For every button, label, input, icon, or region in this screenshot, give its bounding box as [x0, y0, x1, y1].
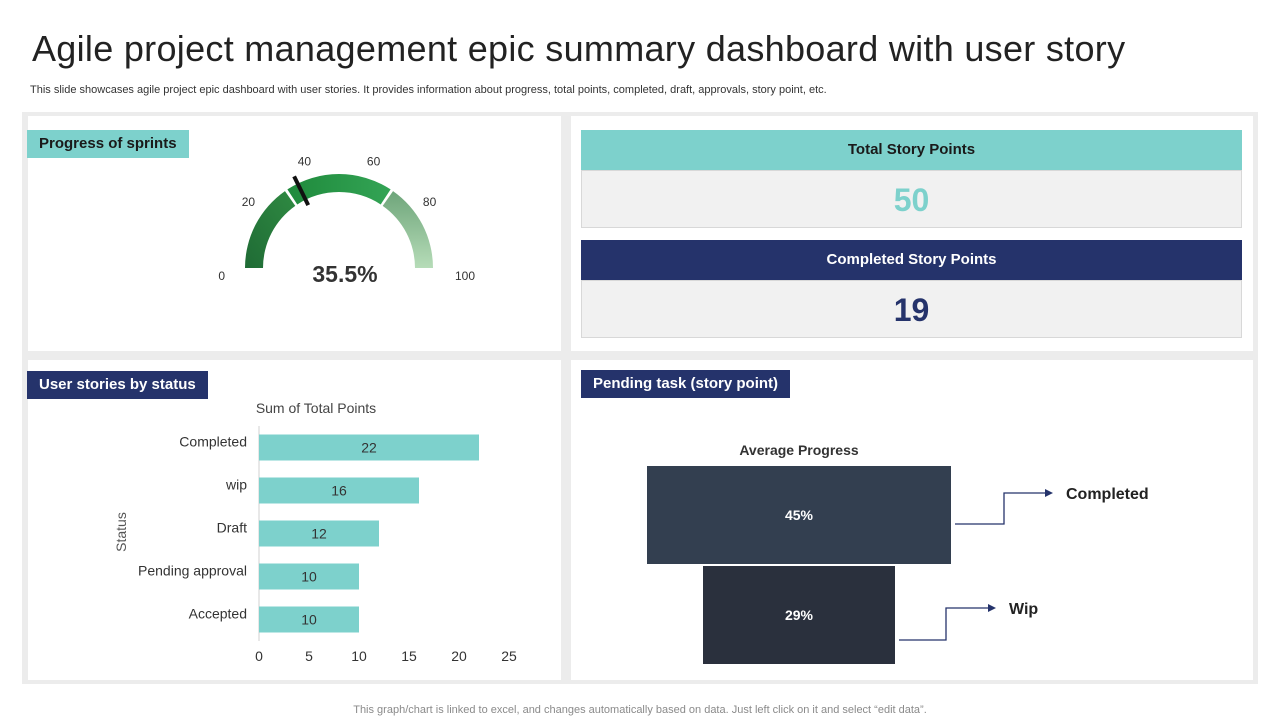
- funnel-stage: [647, 466, 951, 564]
- bar-data-label: 22: [361, 440, 377, 456]
- total-story-points-header: Total Story Points: [581, 130, 1242, 170]
- bar-x-tick-label: 5: [305, 648, 313, 664]
- funnel-stage-value: 45%: [785, 507, 814, 523]
- funnel-stage-value: 29%: [785, 607, 814, 623]
- bar: [259, 434, 479, 461]
- bar-x-tick-label: 0: [255, 648, 263, 664]
- gauge-chart: 0 20 40 60 80 100 35.5%: [218, 154, 475, 287]
- bar: [259, 563, 359, 590]
- footer-note: This graph/chart is linked to excel, and…: [353, 704, 927, 716]
- gauge-value-label: 35.5%: [312, 261, 377, 287]
- gauge-segment-low: [245, 191, 296, 268]
- status-bar-chart: Sum of Total Points Status 22 Completed 16 wi…: [113, 400, 517, 664]
- gauge-tick-label: 60: [367, 154, 381, 168]
- bar-data-label: 10: [301, 569, 317, 585]
- gauge-tick-label: 20: [242, 195, 256, 209]
- gauge-needle: [292, 175, 311, 207]
- funnel-arrowhead: [988, 604, 996, 612]
- bar-x-tick-label: 10: [351, 648, 367, 664]
- bar: [259, 477, 419, 504]
- funnel-arrowhead: [1045, 489, 1053, 497]
- funnel-stage-name: Completed: [1066, 486, 1149, 503]
- total-story-points-value: 50: [581, 170, 1242, 228]
- bar-category-label: Accepted: [189, 606, 247, 622]
- funnel-stage-name: Wip: [1009, 601, 1038, 618]
- bar-category-label: Pending approval: [138, 563, 247, 579]
- bar-chart-ylabel: Status: [113, 512, 129, 552]
- bar-x-tick-label: 25: [501, 648, 517, 664]
- funnel-connector: [955, 492, 1047, 525]
- completed-story-points-header: Completed Story Points: [581, 240, 1242, 280]
- bar-chart-group: Sum of Total Points Status 22 Completed 16 wi…: [113, 400, 517, 664]
- funnel-connector: [899, 607, 990, 641]
- bar-data-label: 10: [301, 612, 317, 628]
- bar-x-tick-label: 15: [401, 648, 417, 664]
- gauge-tick-label: 40: [298, 154, 312, 168]
- bar-chart-title: Sum of Total Points: [256, 400, 376, 416]
- pending-panel-label: Pending task (story point): [581, 370, 791, 398]
- gauge-segment-mid: [287, 173, 391, 205]
- sprints-label: Progress of sprints: [27, 130, 189, 158]
- gauge-group: 0 20 40 60 80 100 35.5%: [218, 154, 475, 287]
- page-title: Agile project management epic summary da…: [32, 28, 1126, 69]
- bar-x-tick-label: 20: [451, 648, 467, 664]
- gauge-tick-label: 100: [455, 269, 475, 283]
- completed-story-points-value: 19: [581, 280, 1242, 338]
- funnel-stage: [703, 566, 895, 664]
- funnel-group: Average Progress 45% Completed 29% Wip: [647, 442, 1149, 664]
- status-panel-label: User stories by status: [27, 371, 208, 399]
- gauge-segment-high: [382, 191, 433, 268]
- bar: [259, 606, 359, 633]
- bar-category-label: Completed: [179, 434, 247, 450]
- funnel-title: Average Progress: [739, 442, 859, 458]
- page-subtitle: This slide showcases agile project epic …: [30, 84, 827, 96]
- gauge-tick-label: 0: [218, 269, 225, 283]
- bar-category-label: wip: [225, 477, 247, 493]
- funnel-chart: Average Progress 45% Completed 29% Wip: [647, 442, 1149, 664]
- bar: [259, 520, 379, 547]
- bar-category-label: Draft: [217, 520, 247, 536]
- gauge-tick-label: 80: [423, 195, 437, 209]
- bar-data-label: 12: [311, 526, 327, 542]
- bar-data-label: 16: [331, 483, 347, 499]
